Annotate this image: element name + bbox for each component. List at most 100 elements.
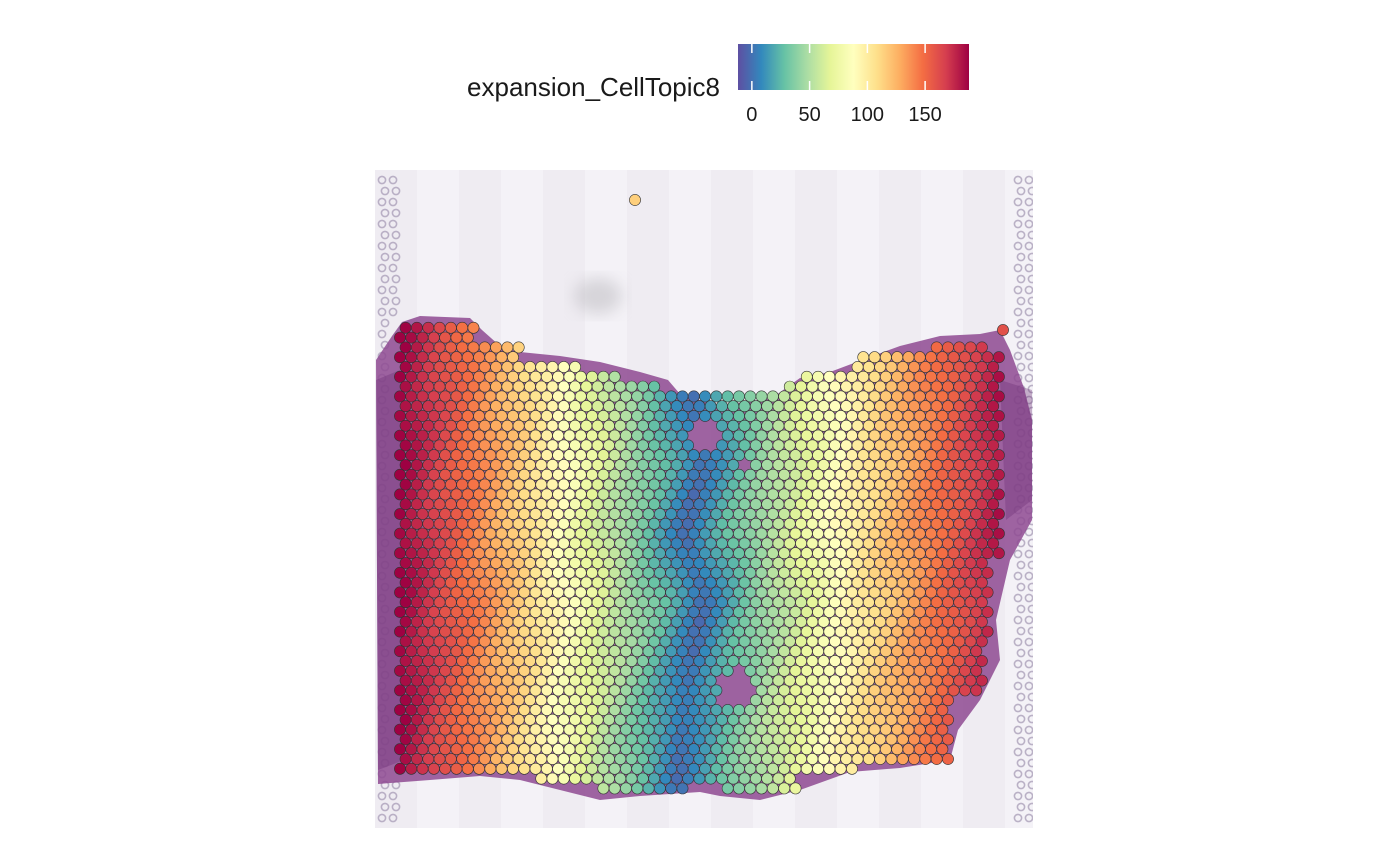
spot [405, 684, 418, 697]
spot [450, 664, 463, 677]
spot [755, 723, 768, 736]
spot [461, 566, 474, 579]
spot [518, 468, 531, 481]
spot [885, 576, 898, 589]
spot [919, 498, 932, 511]
spot [976, 557, 988, 569]
spot [524, 674, 536, 687]
spot [733, 449, 745, 462]
spot [976, 439, 988, 452]
spot [473, 468, 485, 481]
fiducial-dot [388, 263, 398, 273]
spot [721, 429, 734, 442]
spot [868, 704, 881, 716]
spot [947, 370, 960, 383]
spot [410, 733, 423, 746]
spot [524, 596, 536, 609]
spot [467, 674, 480, 687]
spot [422, 517, 435, 530]
spot [642, 586, 655, 599]
spot [857, 743, 870, 756]
spot [586, 429, 598, 442]
spot [693, 635, 706, 648]
spot [490, 341, 502, 354]
spot [586, 390, 598, 403]
spot [761, 498, 774, 511]
spot [631, 508, 644, 520]
spot [880, 351, 892, 364]
spot [829, 753, 841, 765]
spot [891, 508, 904, 520]
spot [433, 439, 446, 452]
spot [947, 606, 960, 618]
spot [416, 488, 429, 501]
spot [416, 762, 429, 775]
legend: expansion_CellTopic8 0 50 100 150 [467, 44, 969, 126]
spot [959, 351, 971, 364]
spot [778, 645, 791, 658]
spot [823, 390, 836, 403]
spot [721, 645, 734, 658]
fiducial-dot [1016, 208, 1026, 218]
spot [456, 596, 469, 609]
spot [823, 684, 836, 697]
spot [524, 361, 536, 373]
spot [450, 684, 463, 697]
spot [778, 684, 791, 697]
spot [461, 547, 474, 560]
spot [812, 566, 824, 579]
spot [902, 743, 915, 756]
spot [840, 753, 853, 765]
spot [642, 625, 655, 638]
spot [772, 655, 785, 667]
spot [642, 743, 655, 756]
spot [733, 566, 745, 579]
spot [755, 449, 768, 462]
spot [942, 341, 954, 354]
spot [591, 753, 604, 765]
spot [501, 419, 514, 432]
spot [631, 743, 644, 756]
spot [733, 723, 745, 736]
spot [676, 704, 689, 716]
spot [687, 390, 700, 403]
spot [857, 508, 870, 520]
spot [625, 478, 638, 491]
spot [891, 370, 904, 383]
spot [608, 468, 621, 481]
spot [806, 517, 819, 530]
spot [738, 517, 751, 530]
spot [840, 733, 853, 746]
spot [959, 645, 971, 658]
spot [608, 684, 621, 697]
spot [936, 449, 949, 462]
spot [834, 684, 847, 697]
legend-title: expansion_CellTopic8 [467, 72, 720, 102]
spot [959, 586, 971, 599]
spot [586, 625, 598, 638]
spot [394, 704, 406, 716]
spot [507, 527, 519, 540]
spot [467, 380, 480, 393]
spot [953, 361, 966, 373]
spot [444, 557, 457, 569]
spot [896, 439, 909, 452]
spot [529, 625, 542, 638]
spot [620, 410, 632, 422]
fiducial-dot [1027, 274, 1033, 284]
spot [942, 478, 954, 491]
spot [812, 645, 824, 658]
spot [896, 419, 909, 432]
spot [603, 498, 615, 511]
spot [964, 478, 977, 491]
spot [942, 576, 954, 589]
spot [557, 537, 570, 550]
spot [851, 733, 864, 746]
spot [761, 478, 774, 491]
fiducial-dot [1013, 197, 1023, 207]
spot [721, 468, 734, 481]
spot [913, 606, 926, 618]
spot [682, 694, 694, 707]
spot [490, 361, 502, 373]
spot [620, 468, 632, 481]
